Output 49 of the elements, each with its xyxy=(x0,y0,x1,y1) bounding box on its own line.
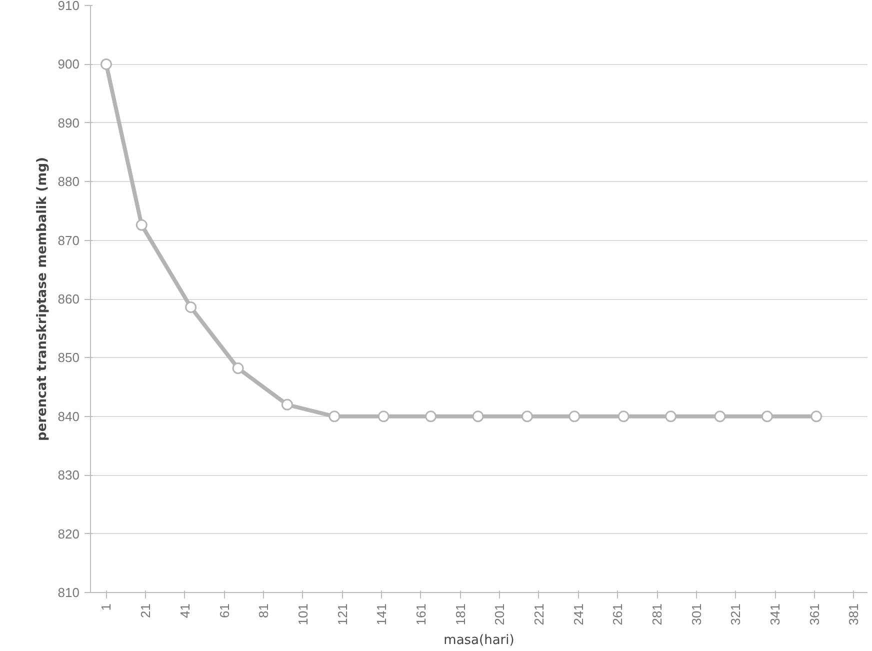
x-tick-label: 301 xyxy=(688,603,704,626)
x-tick-label: 101 xyxy=(295,603,310,626)
x-tick-label: 121 xyxy=(334,603,350,626)
y-tick-label: 850 xyxy=(58,350,80,366)
y-tick-label: 900 xyxy=(58,56,80,72)
point xyxy=(568,410,580,422)
point xyxy=(425,410,437,422)
y-tick-label: 880 xyxy=(58,174,80,190)
x-axis-title: masa(hari) xyxy=(444,633,514,648)
x-tick-label: 61 xyxy=(216,603,232,618)
point xyxy=(472,410,484,422)
point xyxy=(185,301,197,313)
point xyxy=(100,58,112,70)
y-tick-label: 840 xyxy=(58,408,80,424)
y-tick-label: 890 xyxy=(58,115,80,130)
x-tick-label: 141 xyxy=(374,603,390,626)
point xyxy=(281,398,293,410)
x-tick-label: 361 xyxy=(806,603,822,626)
point xyxy=(810,410,822,422)
y-tick-label: 810 xyxy=(58,585,80,600)
x-tick-label: 341 xyxy=(768,603,783,626)
x-tick-label: 161 xyxy=(413,603,428,626)
y-tick-label: 910 xyxy=(58,0,80,13)
point xyxy=(665,410,677,422)
x-tick-label: 41 xyxy=(177,603,192,618)
point xyxy=(232,362,244,374)
y-tick-label: 860 xyxy=(58,292,80,306)
x-tick-label: 321 xyxy=(728,603,744,626)
point xyxy=(378,410,390,422)
y-axis-title: perencat transkriptase membalik (mg) xyxy=(34,157,50,441)
x-tick-label: 81 xyxy=(256,603,272,618)
point xyxy=(761,410,773,422)
x-tick-label: 381 xyxy=(846,603,862,626)
x-tick-label: 261 xyxy=(610,603,626,626)
point xyxy=(714,410,726,422)
x-tick-label: 241 xyxy=(570,603,586,626)
point xyxy=(136,219,148,231)
point xyxy=(618,410,630,422)
y-tick-label: 830 xyxy=(58,468,80,483)
x-tick-label: 281 xyxy=(650,603,665,626)
y-tick-label: 820 xyxy=(58,526,80,542)
point xyxy=(328,410,340,422)
x-tick-label: 1 xyxy=(98,603,114,611)
x-tick-label: 181 xyxy=(452,603,468,626)
x-tick-label: 21 xyxy=(138,603,154,618)
x-tick-label: 201 xyxy=(492,603,508,626)
y-tick-label: 870 xyxy=(58,232,80,248)
point xyxy=(521,410,533,422)
x-tick-label: 221 xyxy=(531,603,546,626)
